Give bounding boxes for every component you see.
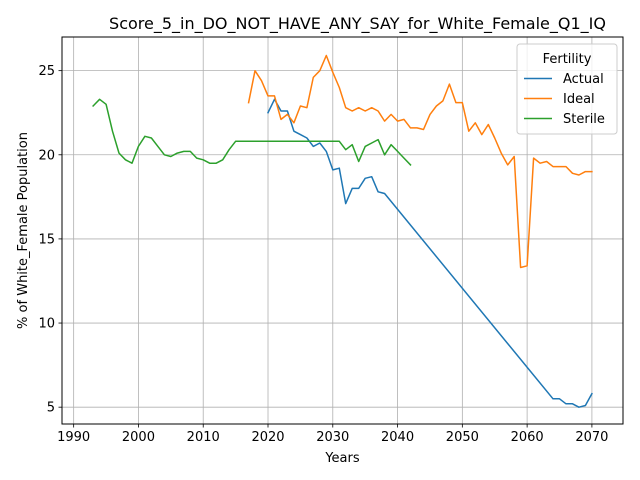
plot-frame (61, 36, 624, 425)
legend-box (516, 43, 618, 135)
y-tick-label: 5 (47, 401, 55, 416)
x-tick-label: 1990 (57, 430, 90, 445)
legend-label-actual: Actual (563, 72, 604, 87)
legend-label-ideal: Ideal (563, 92, 595, 107)
chart-title: Score_5_in_DO_NOT_HAVE_ANY_SAY_for_White… (109, 14, 606, 34)
y-tick-label: 10 (38, 317, 55, 332)
y-tick-label: 25 (38, 64, 55, 79)
x-tick-label: 2000 (122, 430, 155, 445)
y-tick-label: 20 (38, 148, 55, 163)
legend-label-sterile: Sterile (563, 112, 605, 127)
legend-title: Fertility (543, 52, 592, 67)
series-line-sterile (92, 98, 412, 166)
y-axis: 5 10 15 20 25 (38, 64, 62, 416)
x-tick-label: 2010 (187, 430, 220, 445)
series-line-actual (266, 98, 593, 408)
x-tick-label: 2060 (511, 430, 544, 445)
x-tick-label: 2030 (316, 430, 349, 445)
x-tick-label: 2050 (446, 430, 479, 445)
y-axis-label: % of White_Female Population (16, 132, 31, 329)
x-tick-label: 2070 (575, 430, 608, 445)
legend: Fertility Actual Ideal Sterile (516, 43, 618, 135)
y-tick-label: 15 (38, 232, 55, 247)
x-tick-label: 2040 (381, 430, 414, 445)
x-tick-label: 2020 (251, 430, 284, 445)
series-layer (92, 54, 593, 408)
series-line-ideal (247, 54, 593, 269)
x-axis-label: Years (324, 451, 360, 466)
x-axis: 1990 2000 2010 2020 2030 2040 2050 2060 2070 (57, 424, 608, 445)
